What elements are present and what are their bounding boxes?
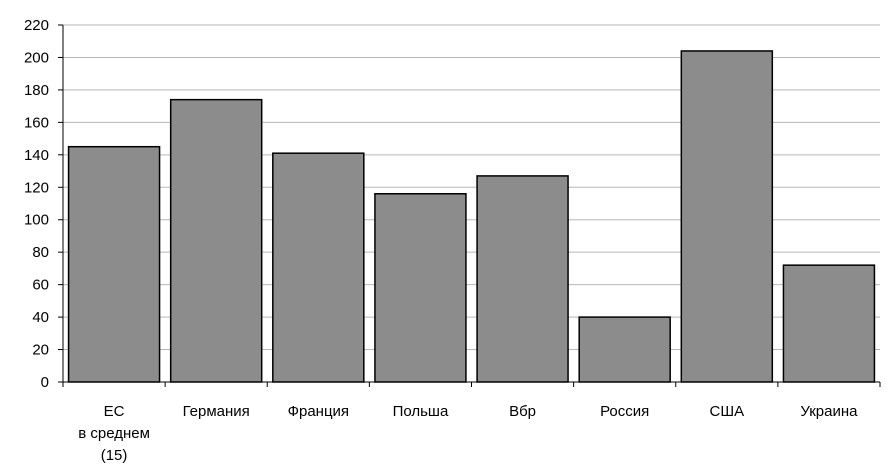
x-tick-label-line: Вбр: [509, 403, 536, 420]
x-tick-label: Польша: [393, 403, 449, 420]
y-tick-label: 20: [32, 342, 49, 359]
bar: [169, 98, 263, 383]
x-tick-label-line: Франция: [288, 403, 349, 420]
x-tick-label: Германия: [183, 403, 250, 420]
bar: [476, 175, 569, 383]
y-tick-label: 100: [24, 212, 49, 229]
y-tick-label: 220: [24, 17, 49, 34]
x-tick-label-line: США: [710, 403, 745, 420]
y-tick-label: 180: [24, 82, 49, 99]
x-tick-label: Россия: [600, 403, 649, 420]
x-tick-label-line: Германия: [183, 403, 250, 420]
bars: [67, 50, 876, 383]
x-tick-label: ЕС в среднем (15): [78, 403, 150, 464]
bar: [272, 152, 365, 383]
bar: [680, 50, 774, 383]
y-tick-label: 80: [32, 244, 49, 261]
y-tick-label: 0: [41, 374, 49, 391]
y-tick-label: 140: [24, 147, 49, 164]
x-tick-label: США: [710, 403, 745, 420]
y-tick-label: 120: [24, 179, 49, 196]
x-tick-label-line: Польша: [393, 403, 449, 420]
bar: [578, 316, 671, 383]
x-tick-label: Франция: [288, 403, 349, 420]
y-tick-label: 40: [32, 309, 49, 326]
bar: [782, 264, 876, 383]
bar: [374, 193, 467, 383]
axes: [62, 25, 881, 387]
x-tick-label-line: Украина: [800, 403, 858, 420]
x-tick-label: Вбр: [509, 403, 536, 420]
x-tick-label-line: (15): [101, 447, 128, 464]
y-axis-ticks: 0 20 40 60 80 100 120 140 160 180 200 220: [24, 17, 63, 391]
x-tick-label: Украина: [800, 403, 858, 420]
x-tick-label-line: ЕС: [104, 403, 125, 420]
x-tick-label-line: в среднем: [78, 425, 150, 442]
bar: [67, 145, 161, 383]
y-tick-label: 160: [24, 114, 49, 131]
x-tick-label-line: Россия: [600, 403, 649, 420]
y-tick-label: 200: [24, 49, 49, 66]
x-axis-labels: ЕС в среднем (15) Германия Франция Польша Вбр Р…: [78, 403, 858, 464]
y-tick-label: 60: [32, 277, 49, 294]
